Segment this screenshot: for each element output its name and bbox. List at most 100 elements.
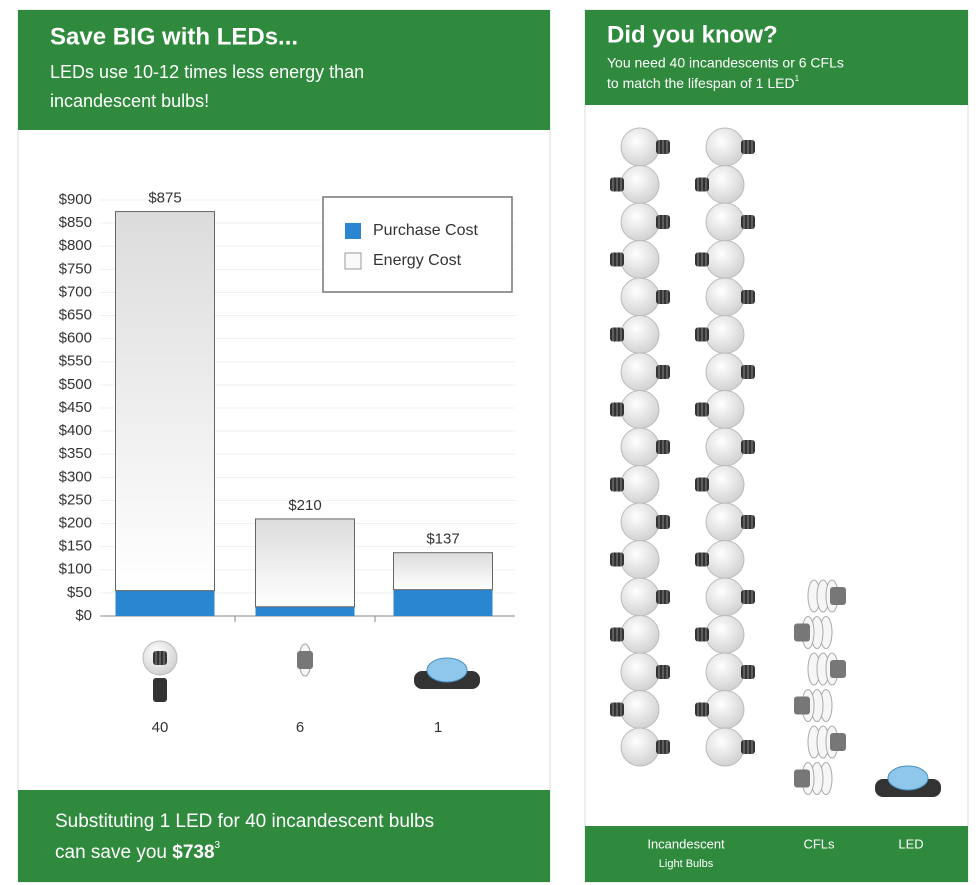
bulb-glass [620, 615, 660, 654]
right-subtitle: to match the lifespan of 1 LED1 [607, 74, 800, 91]
bar-segment [115, 590, 215, 616]
y-tick-label: $700 [59, 283, 92, 300]
bar-segment [255, 606, 355, 616]
cfl-base [794, 769, 810, 788]
bar-segment [255, 518, 355, 608]
footer-note: 3 [215, 840, 221, 851]
y-tick-label: $150 [59, 538, 92, 555]
bulb-glass [620, 540, 660, 579]
footer-prefix: can save you [55, 842, 167, 863]
bar-segment [393, 552, 493, 591]
category-label: 40 [152, 719, 169, 736]
bulb-glass [705, 690, 745, 729]
y-tick-label: $350 [59, 445, 92, 462]
right-subtitle-line: to match the lifespan of 1 LED [607, 75, 795, 91]
led-dome [887, 765, 929, 791]
legend-box [322, 196, 513, 293]
right-title: Did you know? [607, 21, 778, 48]
left-title: Save BIG with LEDs... [50, 23, 298, 50]
y-tick-label: $850 [59, 214, 92, 231]
bulb-glass [620, 390, 660, 429]
total-label: $875 [148, 190, 181, 207]
y-tick-label: $50 [67, 584, 92, 601]
y-tick-label: $800 [59, 237, 92, 254]
bulb-glass [620, 277, 660, 317]
y-tick-label: $450 [59, 399, 92, 416]
bulb-glass [705, 427, 745, 467]
y-tick-label: $0 [75, 607, 92, 624]
left-subtitle: incandescent bulbs! [50, 91, 209, 111]
legend-swatch [345, 223, 361, 239]
cfl-base [794, 623, 810, 642]
cfl-base [830, 733, 846, 751]
bulb-glass [705, 390, 745, 429]
y-tick-label: $200 [59, 515, 92, 532]
bulb-glass [620, 690, 660, 729]
bulb-glass [705, 727, 745, 767]
left-footer [18, 790, 550, 882]
legend-label: Purchase Cost [373, 222, 478, 239]
footer-amount: $738 [172, 842, 214, 863]
total-label: $210 [288, 497, 321, 514]
bulb-glass [620, 315, 660, 354]
right-footer [585, 826, 968, 882]
bulb-glass [620, 240, 660, 279]
column-label: Incandescent [647, 836, 725, 851]
column-label: LED [898, 836, 923, 851]
bulb-glass [705, 352, 745, 392]
legend-swatch [344, 252, 362, 270]
left-header [18, 10, 550, 130]
y-tick-label: $750 [59, 260, 92, 277]
bulb-glass [705, 652, 745, 692]
bulb-glass [705, 502, 745, 542]
y-tick-label: $900 [59, 191, 92, 208]
column-label: Light Bulbs [659, 858, 714, 870]
column-label: CFLs [803, 836, 835, 851]
bulb-glass [620, 202, 660, 242]
led-dome [426, 657, 468, 683]
bulb-glass [620, 165, 660, 204]
y-tick-label: $250 [59, 491, 92, 508]
bar-segment [115, 211, 215, 592]
footer-text: Substituting 1 LED for 40 incandescent b… [55, 811, 434, 832]
category-label: 1 [434, 719, 442, 736]
bulb-glass [705, 540, 745, 579]
cfl-base [794, 696, 810, 715]
bulb-glass [620, 652, 660, 692]
bulb-base [153, 678, 167, 702]
bulb-glass [705, 315, 745, 354]
cfl-base [830, 660, 846, 678]
cfl-base [297, 651, 313, 669]
right-header [585, 10, 968, 105]
y-tick-label: $500 [59, 376, 92, 393]
y-tick-label: $550 [59, 353, 92, 370]
right-subtitle: You need 40 incandescents or 6 CFLs [607, 55, 844, 71]
bulb-glass [620, 577, 660, 617]
bulb-glass [620, 352, 660, 392]
bulb-glass [620, 502, 660, 542]
left-panel [17, 9, 551, 883]
bulb-glass [620, 427, 660, 467]
bulb-glass [705, 165, 745, 204]
footer-text: can save you $7383 [55, 840, 221, 863]
bar-segment [393, 589, 493, 616]
right-subtitle-note: 1 [795, 74, 800, 83]
icons [142, 127, 941, 797]
y-tick-label: $100 [59, 561, 92, 578]
y-tick-label: $650 [59, 307, 92, 324]
bulb-glass [705, 240, 745, 279]
bulb-glass [620, 727, 660, 767]
bulb-glass [620, 465, 660, 504]
legend-label: Energy Cost [373, 252, 462, 269]
bulb-glass [705, 577, 745, 617]
left-subtitle: LEDs use 10-12 times less energy than [50, 62, 364, 82]
y-tick-label: $600 [59, 330, 92, 347]
bulb-glass [620, 127, 660, 167]
category-label: 6 [296, 719, 304, 736]
cfl-base [830, 587, 846, 605]
bulb-glass [705, 127, 745, 167]
bulb-glass [705, 202, 745, 242]
total-label: $137 [426, 531, 459, 548]
y-tick-label: $300 [59, 468, 92, 485]
